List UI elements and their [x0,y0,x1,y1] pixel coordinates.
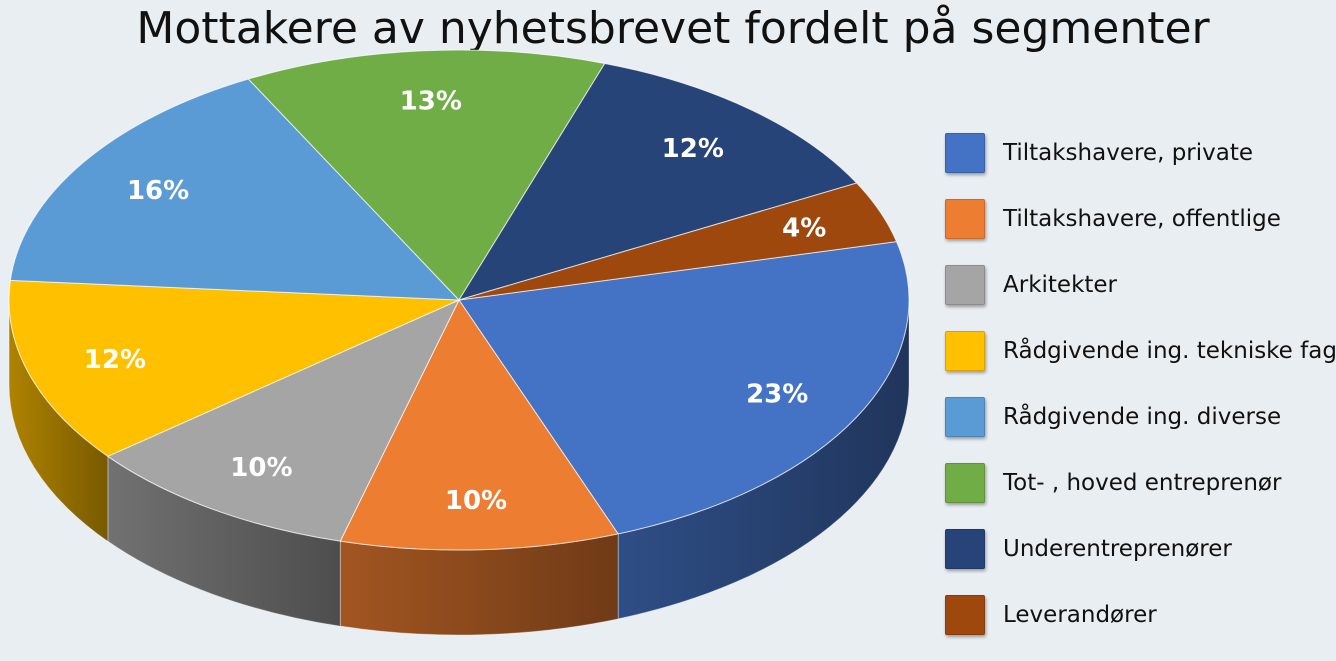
pie-slice-1 [339,299,619,551]
slice-label-2: 10% [230,453,292,483]
slice-label-0: 23% [746,380,808,410]
legend-item-2: Arkitekter [945,252,1336,318]
slice-label-1: 10% [445,486,507,516]
legend-label-7: Leverandører [1003,602,1157,628]
pie-slice-7 [458,182,898,301]
legend-item-3: Rådgivende ing. tekniske fag [945,318,1336,384]
pie-slice-2 [106,298,461,542]
chart-title: Mottakere av nyhetsbrevet fordelt på seg… [136,3,1210,54]
legend-label-0: Tiltakshavere, private [1003,140,1254,166]
slice-label-5: 13% [400,87,462,117]
legend-label-6: Underentreprenører [1003,536,1232,562]
pie-side-shade-3 [9,300,108,542]
legend-label-2: Arkitekter [1003,272,1118,298]
slice-label-4: 16% [127,176,189,206]
slice-label-7: 4% [782,214,826,244]
legend-swatch-2 [945,265,985,305]
pie-side-shade-0 [618,300,909,619]
legend-item-1: Tiltakshavere, offentlige [945,186,1336,252]
pie-chart: 23% 10% 10% 12% 16% 13% 12% 4% [8,49,910,636]
pie-side-shade-2 [107,456,341,627]
legend: Tiltakshavere, private Tiltakshavere, off… [945,120,1336,648]
pie-tops [8,49,910,551]
legend-swatch-4 [945,397,985,437]
pie-labels: 23% 10% 10% 12% 16% 13% 12% 4% [84,87,826,516]
legend-item-6: Underentreprenører [945,516,1336,582]
legend-label-4: Rådgivende ing. diverse [1003,404,1282,430]
legend-swatch-5 [945,463,985,503]
legend-item-7: Leverandører [945,582,1336,648]
legend-swatch-6 [945,529,985,569]
pie-slice-3 [8,279,460,457]
legend-item-0: Tiltakshavere, private [945,120,1336,186]
legend-label-3: Rådgivende ing. tekniske fag [1003,338,1336,364]
pie-sides [8,299,910,636]
slice-label-3: 12% [84,345,146,375]
legend-item-4: Rådgivende ing. diverse [945,384,1336,450]
pie-slice-6 [457,62,858,301]
pie-slice-5 [247,49,606,301]
legend-item-5: Tot- , hoved entreprenør [945,450,1336,516]
legend-swatch-3 [945,331,985,371]
pie-slice-4 [9,78,461,301]
slice-label-6: 12% [662,134,724,164]
legend-swatch-0 [945,133,985,173]
legend-swatch-7 [945,595,985,635]
legend-swatch-1 [945,199,985,239]
pie-slice-0 [458,241,910,535]
legend-label-5: Tot- , hoved entreprenør [1003,470,1282,496]
pie-side-shade-1 [340,533,619,635]
legend-label-1: Tiltakshavere, offentlige [1003,206,1281,232]
